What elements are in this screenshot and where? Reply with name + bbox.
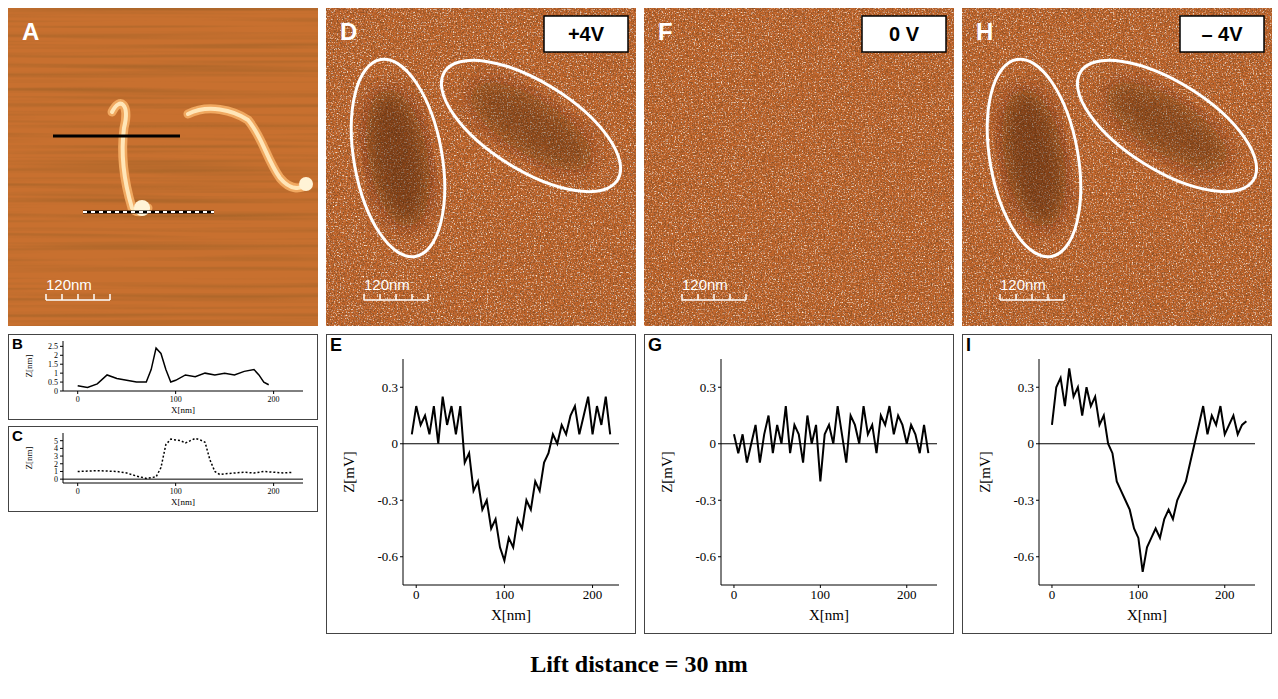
html-text:I: I	[966, 335, 971, 355]
html-text:Lift distance = 30 nm: Lift distance = 30 nm	[530, 651, 748, 677]
svg-text:0.5: 0.5	[48, 378, 58, 387]
html-text:G: G	[648, 335, 662, 355]
html-text:X[nm]: X[nm]	[171, 405, 195, 415]
svg-text:200: 200	[268, 395, 280, 404]
svg-text:2: 2	[54, 351, 58, 360]
svg-text:H: H	[976, 18, 993, 45]
html-text:Z[nm]: Z[nm]	[23, 446, 34, 470]
svg-text:2: 2	[54, 460, 58, 469]
svg-text:D: D	[340, 18, 357, 45]
svg-text:-0.3: -0.3	[1013, 493, 1034, 508]
svg-text:0: 0	[76, 395, 80, 404]
svg-text:0: 0	[731, 587, 738, 602]
svg-text:-0.6: -0.6	[377, 549, 398, 564]
svg-text:0 V: 0 V	[889, 23, 920, 45]
svg-text:A: A	[22, 18, 39, 45]
svg-text:120nm: 120nm	[682, 276, 728, 293]
svg-text:1: 1	[54, 369, 58, 378]
svg-text:-0.6: -0.6	[1013, 549, 1034, 564]
svg-text:-0.6: -0.6	[695, 549, 716, 564]
svg-text:-0.3: -0.3	[377, 493, 398, 508]
svg-text:0: 0	[1049, 587, 1056, 602]
html-text:Z[nm]: Z[nm]	[23, 354, 34, 378]
html-text:B: B	[12, 335, 23, 352]
svg-text:0: 0	[54, 387, 58, 396]
html-text:Z[mV]: Z[mV]	[976, 451, 993, 493]
svg-text:200: 200	[1215, 587, 1235, 602]
svg-text:200: 200	[268, 487, 280, 496]
svg-text:100: 100	[170, 395, 182, 404]
svg-text:2.5: 2.5	[48, 342, 58, 351]
svg-text:+4V: +4V	[568, 23, 605, 45]
svg-text:0: 0	[76, 487, 80, 496]
svg-text:100: 100	[495, 587, 515, 602]
svg-text:120nm: 120nm	[1000, 276, 1046, 293]
svg-text:0: 0	[54, 475, 58, 484]
svg-text:0.3: 0.3	[1018, 380, 1034, 395]
svg-text:0: 0	[1028, 436, 1035, 451]
svg-text:1.5: 1.5	[48, 360, 58, 369]
svg-text:F: F	[658, 18, 673, 45]
html-text:Z[mV]: Z[mV]	[340, 451, 357, 493]
html-text:X[nm]: X[nm]	[491, 607, 531, 623]
svg-text:0: 0	[710, 436, 717, 451]
svg-text:1: 1	[54, 467, 58, 476]
html-text:E: E	[330, 335, 342, 355]
svg-text:200: 200	[583, 587, 603, 602]
svg-text:0.3: 0.3	[700, 380, 716, 395]
svg-text:100: 100	[811, 587, 831, 602]
svg-text:0.3: 0.3	[382, 380, 398, 395]
svg-text:0: 0	[413, 587, 420, 602]
svg-text:0: 0	[392, 436, 399, 451]
html-text:X[nm]: X[nm]	[171, 497, 195, 507]
svg-text:5: 5	[54, 437, 58, 446]
html-text:C: C	[12, 427, 23, 444]
svg-text:100: 100	[1129, 587, 1149, 602]
html-text:X[nm]: X[nm]	[1127, 607, 1167, 623]
html-text:X[nm]: X[nm]	[809, 607, 849, 623]
svg-text:120nm: 120nm	[364, 276, 410, 293]
svg-text:– 4V: – 4V	[1201, 23, 1243, 45]
svg-text:200: 200	[897, 587, 917, 602]
svg-text:3: 3	[54, 452, 58, 461]
html-text:Z[mV]: Z[mV]	[658, 451, 675, 493]
svg-text:-0.3: -0.3	[695, 493, 716, 508]
svg-text:120nm: 120nm	[46, 276, 92, 293]
svg-text:100: 100	[170, 487, 182, 496]
svg-text:4: 4	[54, 444, 58, 453]
